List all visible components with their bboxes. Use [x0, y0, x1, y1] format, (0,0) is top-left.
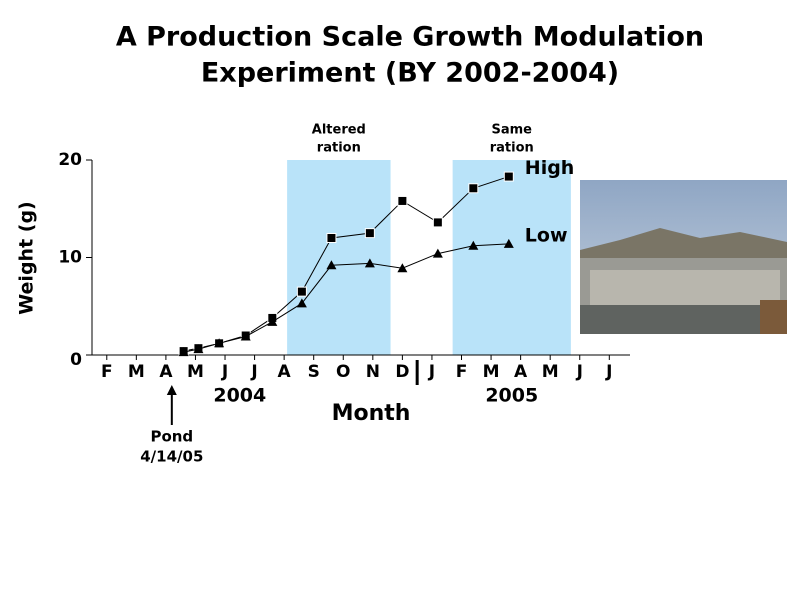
annotation-label: 4/14/05: [140, 448, 203, 466]
annotation-label: Pond: [150, 428, 193, 446]
x-tick-label: S: [308, 362, 320, 382]
x-tick-label: J: [250, 362, 257, 382]
shaded-region: [287, 160, 391, 355]
marker: [240, 331, 251, 341]
marker: [193, 344, 204, 354]
marker: [296, 298, 307, 308]
marker: [326, 260, 337, 270]
y-tick-label: 10: [58, 248, 82, 268]
x-tick-label: M: [128, 362, 145, 382]
x-tick-label: N: [366, 362, 380, 382]
y-tick-label: 0: [70, 350, 82, 370]
year-label: 2004: [213, 385, 266, 407]
series-label: High: [525, 157, 575, 179]
marker: [503, 238, 514, 248]
region-label: Altered: [312, 123, 366, 138]
marker: [364, 258, 375, 268]
x-tick-label: J: [428, 362, 435, 382]
chart-title: Experiment (BY 2002-2004): [201, 58, 619, 89]
x-tick-label: J: [605, 362, 612, 382]
marker: [397, 263, 408, 273]
year-label: 2005: [485, 385, 538, 407]
marker: [214, 338, 225, 348]
x-tick-label: M: [483, 362, 500, 382]
x-tick-label: A: [278, 362, 292, 382]
x-tick-label: M: [542, 362, 559, 382]
marker: [397, 195, 408, 206]
y-axis-label: Weight (g): [16, 201, 38, 314]
marker: [267, 316, 278, 326]
x-tick-label: J: [576, 362, 583, 382]
photo: [580, 180, 787, 334]
marker: [432, 217, 443, 228]
x-axis-label: Month: [332, 401, 411, 426]
marker: [178, 347, 189, 357]
x-tick-label: M: [187, 362, 204, 382]
marker: [296, 286, 307, 297]
marker: [432, 248, 443, 258]
marker: [503, 171, 514, 182]
region-label: ration: [490, 141, 534, 156]
marker: [364, 228, 375, 239]
region-label: Same: [492, 123, 533, 138]
marker: [468, 240, 479, 250]
marker: [468, 183, 479, 194]
chart-title: A Production Scale Growth Modulation: [116, 22, 704, 53]
x-tick-label: D: [395, 362, 409, 382]
x-tick-label: J: [221, 362, 228, 382]
x-tick-label: F: [101, 362, 113, 382]
y-tick-label: 20: [58, 150, 82, 170]
marker: [326, 233, 337, 243]
region-label: ration: [317, 141, 361, 156]
arrow-head: [166, 385, 177, 395]
x-tick-label: A: [159, 362, 173, 382]
series-line: [183, 243, 509, 353]
x-tick-label: A: [514, 362, 528, 382]
series-label: Low: [525, 224, 568, 246]
x-tick-label: O: [336, 362, 350, 382]
x-tick-label: F: [456, 362, 468, 382]
